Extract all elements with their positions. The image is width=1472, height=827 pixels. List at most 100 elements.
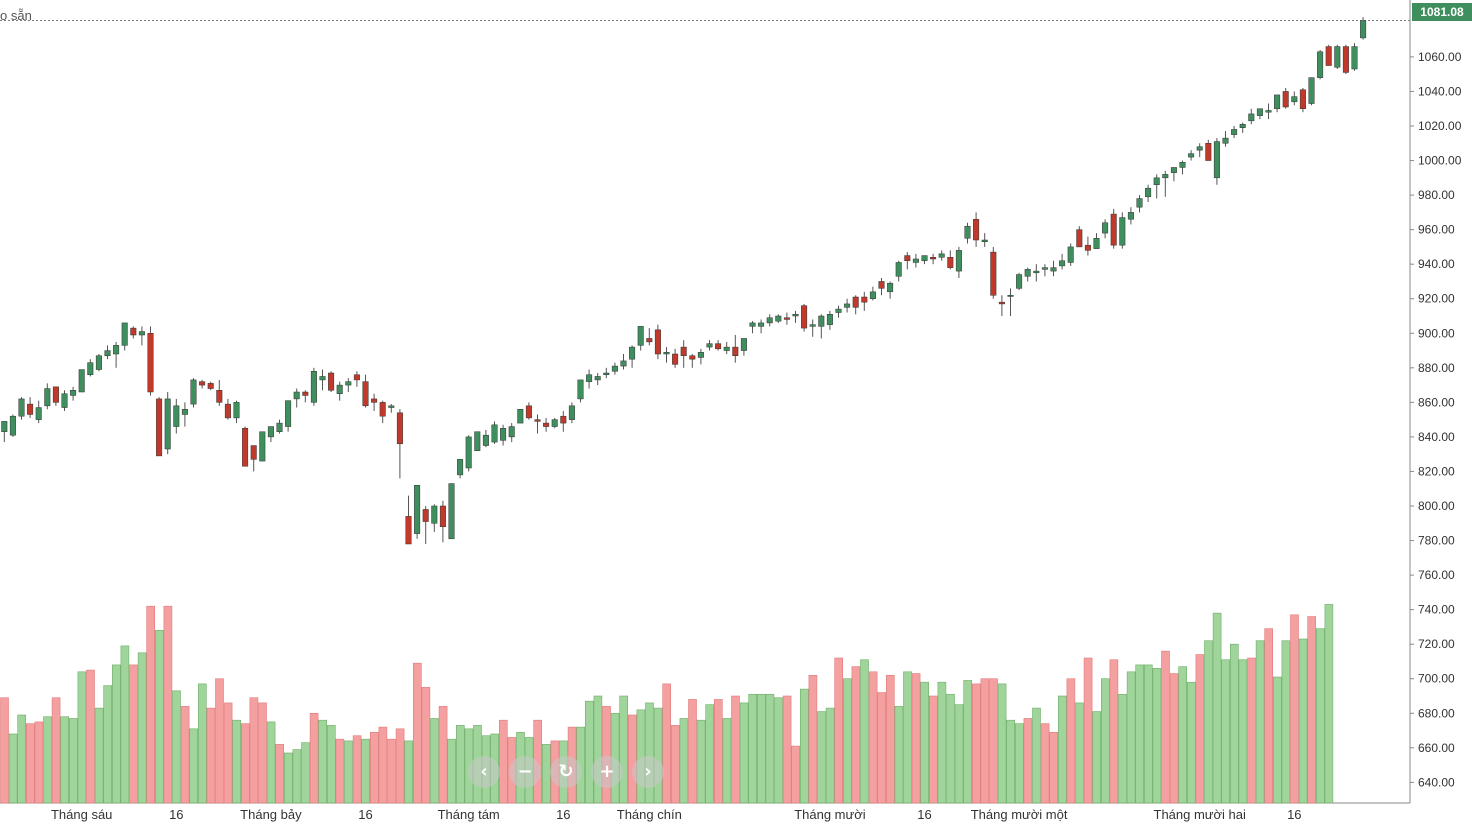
candle-body xyxy=(1127,212,1134,220)
volume-bar xyxy=(223,702,233,804)
candle-body xyxy=(568,405,575,420)
volume-bar xyxy=(455,725,465,804)
volume-bar xyxy=(946,693,955,804)
candle-body xyxy=(809,324,816,327)
volume-bar xyxy=(1212,612,1222,804)
y-tick-label: 900.00 xyxy=(1418,326,1455,340)
volume-bar xyxy=(8,733,18,804)
volume-bar xyxy=(292,749,302,804)
volume-bar xyxy=(1221,659,1230,804)
candle-body xyxy=(156,398,163,457)
volume-bar xyxy=(860,659,869,804)
volume-bar xyxy=(877,692,887,804)
volume-bar xyxy=(1307,616,1316,804)
candle-body xyxy=(1067,246,1074,263)
candle-body xyxy=(181,409,188,415)
candle-body xyxy=(637,326,644,346)
candle-body xyxy=(577,379,584,400)
volume-bar xyxy=(713,699,723,804)
candle-body xyxy=(1265,110,1272,113)
candle-body xyxy=(482,434,489,446)
volume-bar xyxy=(799,688,809,804)
volume-bar xyxy=(688,699,697,804)
candle-body xyxy=(646,338,653,343)
candle-body xyxy=(818,315,825,327)
zoom-in-button[interactable]: + xyxy=(591,756,623,788)
x-tick-label: Tháng tám xyxy=(438,807,500,822)
candle-body xyxy=(1239,124,1246,128)
candle-body xyxy=(981,239,988,242)
candle-body xyxy=(1145,187,1152,198)
candle-body xyxy=(1256,108,1263,116)
volume-bar xyxy=(232,719,241,804)
candle-body xyxy=(680,346,687,356)
volume-bar xyxy=(1101,678,1110,804)
volume-bar xyxy=(369,731,379,804)
candle-body xyxy=(328,372,335,391)
candle-body xyxy=(414,485,421,534)
candle-body xyxy=(921,255,928,261)
candle-body xyxy=(1179,162,1186,168)
volume-bar xyxy=(825,707,835,804)
volume-bar xyxy=(412,662,422,804)
candle-body xyxy=(517,409,524,424)
volume-bar xyxy=(283,752,293,804)
volume-bar xyxy=(989,678,998,804)
time-axis: Tháng sáu 16 Tháng bảy 16 Tháng tám 16 Tháng c… xyxy=(51,807,1302,822)
volume-bar xyxy=(1049,731,1058,804)
scroll-left-button[interactable]: ‹ xyxy=(468,756,500,788)
y-tick-label: 760.00 xyxy=(1418,568,1455,582)
volume-bar xyxy=(120,645,130,804)
candle-body xyxy=(775,315,782,322)
candle-body xyxy=(758,322,765,327)
y-tick-label: 840.00 xyxy=(1418,430,1455,444)
y-tick-label: 700.00 xyxy=(1418,672,1455,686)
x-tick-label: Tháng sáu xyxy=(51,807,112,822)
candle-body xyxy=(35,407,42,420)
candle-body xyxy=(1351,46,1358,70)
y-tick-label: 920.00 xyxy=(1418,292,1455,306)
y-tick-label: 880.00 xyxy=(1418,361,1455,375)
candle-body xyxy=(586,374,593,382)
y-tick-label: 640.00 xyxy=(1418,775,1455,789)
candle-body xyxy=(233,402,240,419)
x-tick-label: Tháng bảy xyxy=(240,807,302,822)
candle-body xyxy=(904,255,911,261)
y-tick-label: 960.00 xyxy=(1418,223,1455,237)
x-tick-label: 16 xyxy=(358,807,372,822)
volume-bar xyxy=(1230,643,1239,804)
volume-bar xyxy=(103,685,112,804)
zoom-out-button[interactable]: − xyxy=(509,756,541,788)
candle-body xyxy=(104,350,111,356)
y-tick-label: 1040.00 xyxy=(1418,84,1462,98)
volume-bar xyxy=(1083,657,1093,804)
volume-bar xyxy=(1023,718,1033,804)
volume-bar xyxy=(894,706,904,804)
volume-bar xyxy=(1204,640,1213,804)
volume-bar xyxy=(1161,650,1170,804)
candle-body xyxy=(336,384,343,394)
volume-bar xyxy=(1058,695,1067,804)
volume-bar xyxy=(447,738,457,804)
candles xyxy=(1,17,1367,545)
y-tick-label: 1020.00 xyxy=(1418,119,1462,133)
reset-button[interactable]: ↻ xyxy=(550,756,582,788)
candle-body xyxy=(723,346,730,351)
candle-body xyxy=(611,365,618,372)
candle-body xyxy=(869,291,876,299)
scroll-right-button[interactable]: › xyxy=(632,756,664,788)
volume-bar xyxy=(670,725,680,804)
volume-bar xyxy=(241,723,250,804)
volume-bar xyxy=(1255,640,1265,804)
candle-body xyxy=(130,327,137,336)
y-tick-label: 860.00 xyxy=(1418,395,1455,409)
volume-bar xyxy=(326,725,336,804)
minus-icon: − xyxy=(517,761,533,782)
volume-bar xyxy=(765,693,775,804)
volume-bar xyxy=(748,693,758,804)
candle-body xyxy=(457,459,464,476)
candle-body xyxy=(672,353,679,365)
candle-body xyxy=(78,369,85,393)
volume-bar xyxy=(395,728,405,804)
